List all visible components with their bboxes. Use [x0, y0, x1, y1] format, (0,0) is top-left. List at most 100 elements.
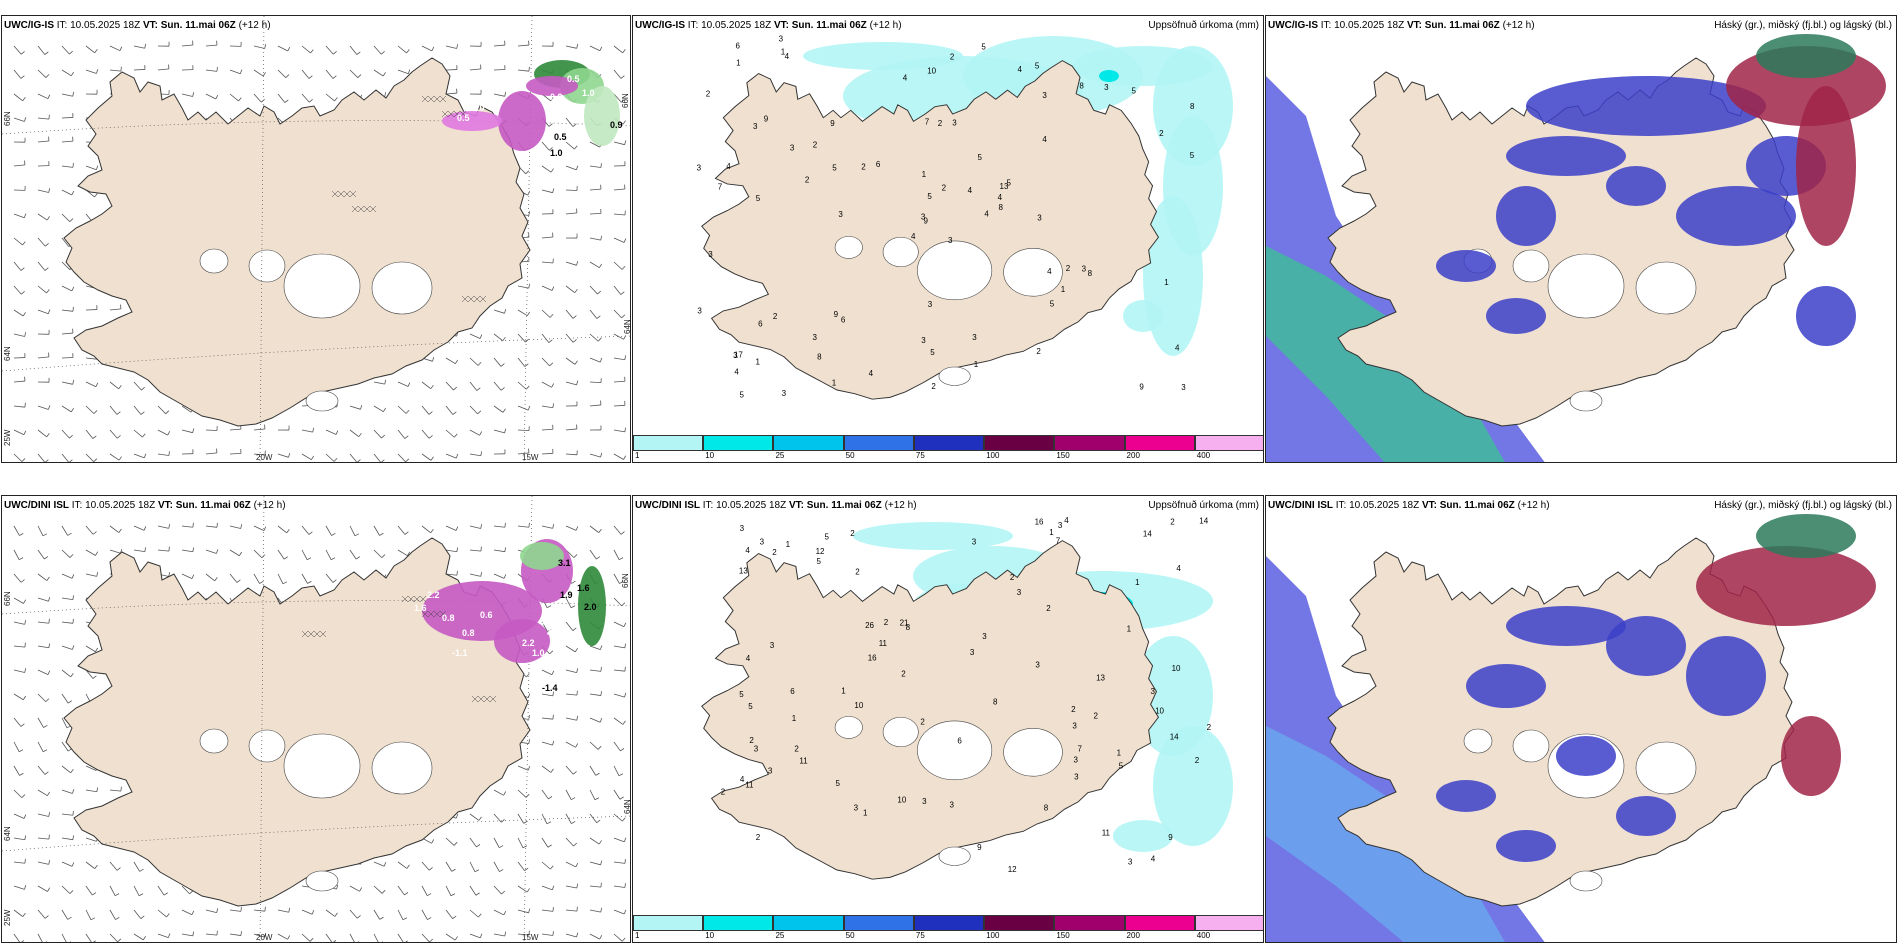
precip-value: 12 — [1008, 865, 1017, 874]
hatch-mark — [307, 630, 315, 638]
wind-barb-flag — [189, 890, 194, 895]
precip-value: 5 — [740, 391, 745, 400]
wind-barb — [61, 717, 68, 728]
wind-barb — [373, 453, 381, 462]
wind-barb — [13, 117, 25, 122]
colorbar-swatch — [633, 915, 704, 931]
precip-value: 3 — [1128, 858, 1133, 867]
wind-barb — [373, 381, 385, 385]
colorbar-swatch — [773, 915, 844, 931]
mid-cloud-patch — [1496, 830, 1556, 862]
mid-cloud-patch — [1436, 780, 1496, 812]
wind-barb — [181, 44, 193, 47]
hatch-mark — [471, 695, 479, 703]
wind-barb — [85, 765, 97, 771]
wind-barb — [517, 525, 529, 528]
cloud-patches — [1436, 514, 1876, 862]
wind-barb — [349, 933, 355, 942]
wind-barb — [589, 237, 601, 241]
precip-value: 2 — [850, 529, 855, 538]
grid-label: 66N — [621, 573, 630, 588]
wind-barb-flag — [599, 263, 603, 268]
precip-heavy-region — [1099, 70, 1119, 82]
precip-value: 9 — [764, 115, 769, 124]
wind-barb — [541, 141, 550, 151]
wind-barb-flag — [549, 362, 554, 367]
wind-barb-flag — [70, 407, 74, 413]
wind-barb — [445, 861, 453, 872]
glacier — [1569, 870, 1603, 892]
wind-barb-flag — [357, 74, 362, 78]
wind-barb-flag — [453, 433, 458, 438]
wind-barb-flag — [500, 363, 505, 367]
wind-barb — [589, 188, 601, 191]
wind-barb — [133, 69, 146, 71]
wind-barb-flag — [116, 435, 121, 439]
grid-label: 64N — [623, 799, 631, 814]
wind-barb-flag — [600, 163, 602, 168]
wind-barb — [13, 405, 25, 408]
wind-barb — [37, 356, 49, 359]
wind-barb — [13, 693, 24, 701]
panel-title: UWC/IG-IS IT: 10.05.2025 18Z VT: Sun. 11… — [4, 20, 271, 31]
wind-barb — [517, 333, 526, 343]
precip-value: 4 — [1042, 135, 1047, 144]
wind-barb-flag — [333, 457, 338, 462]
wind-barb — [589, 453, 601, 458]
wind-barb-flag — [381, 889, 386, 894]
precip-value: 5 — [756, 194, 761, 203]
wind-barb-flag — [430, 529, 434, 534]
precip-value: 2 — [1170, 517, 1175, 526]
wind-barb-flag — [550, 865, 554, 870]
wind-barb — [13, 453, 23, 462]
wind-barb-flag — [624, 858, 626, 864]
grid-label: 20W — [256, 453, 273, 462]
wind-barb — [61, 573, 73, 579]
wind-barb-flag — [117, 938, 122, 942]
wind-barb-flag — [480, 572, 483, 577]
wind-barb-flag — [576, 43, 579, 49]
wind-barb-flag — [575, 526, 579, 531]
wind-barb-flag — [72, 789, 75, 794]
grid-label: 15W — [522, 453, 539, 462]
wind-barb — [157, 933, 169, 939]
pressure-label: -1.4 — [542, 683, 558, 693]
wind-barb-flag — [216, 908, 219, 913]
wind-barb-flag — [44, 459, 49, 462]
wind-barb-flag — [24, 885, 27, 890]
wind-barb-flag — [621, 314, 626, 319]
wind-barb-flag — [118, 385, 122, 390]
wind-barb-flag — [453, 386, 457, 391]
wind-barb-flag — [406, 864, 410, 869]
wind-barb-flag — [623, 622, 627, 627]
wind-barb — [493, 861, 500, 872]
wind-barb-flag — [236, 579, 241, 583]
glacier — [371, 741, 433, 795]
wind-barb-flag — [596, 315, 601, 319]
wind-barb — [493, 549, 505, 553]
colorbar-swatch — [1124, 435, 1195, 451]
lon-line — [259, 496, 265, 942]
wind-barb — [85, 885, 93, 896]
wind-barb — [109, 453, 120, 461]
wind-barb — [589, 765, 597, 776]
precip-value: 1 — [756, 358, 761, 367]
precip-value: 8 — [999, 203, 1004, 212]
hatch-mark — [467, 295, 475, 303]
wind-barb — [277, 573, 284, 584]
wind-barb — [61, 381, 73, 385]
wind-barb-flag — [528, 714, 530, 720]
precip-value: 7 — [718, 182, 723, 191]
wind-barb — [61, 69, 72, 77]
wind-barb — [493, 44, 505, 47]
wind-barb-flag — [527, 765, 531, 771]
colorbar-label: 50 — [845, 931, 855, 940]
hatch-mark — [479, 295, 487, 303]
wind-barb — [13, 93, 23, 102]
precip-patch — [442, 111, 502, 131]
wind-barb — [133, 405, 142, 415]
wind-barb — [13, 237, 23, 246]
wind-barb — [37, 621, 49, 624]
wind-barb — [253, 525, 265, 531]
wind-barb-flag — [576, 883, 579, 889]
